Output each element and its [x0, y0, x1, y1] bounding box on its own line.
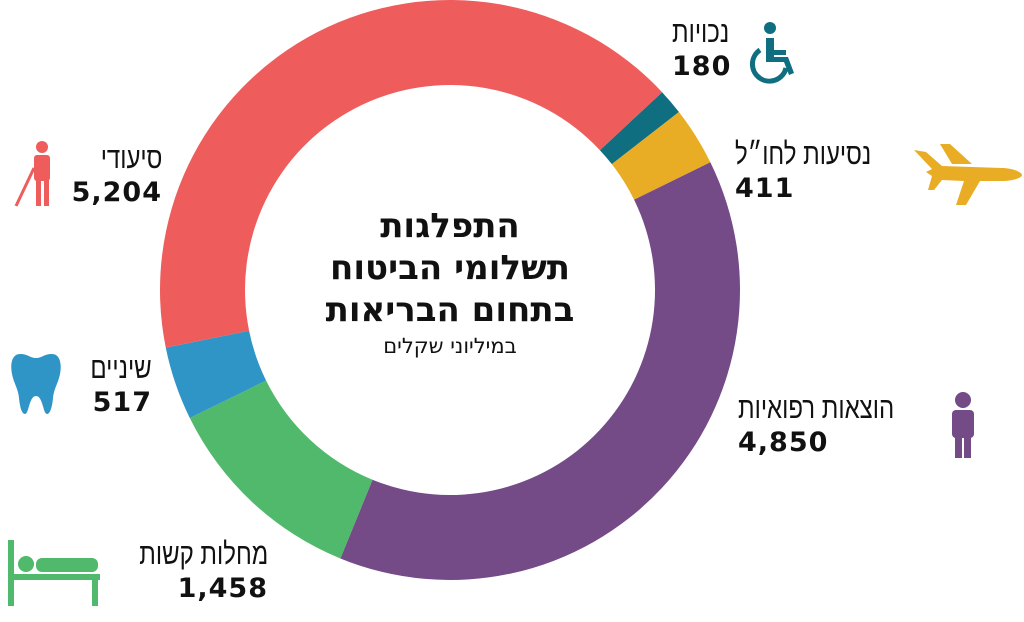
chart-title-line-2: תשלומי הביטוח: [330, 248, 570, 288]
hospital-bed-icon: [8, 540, 100, 606]
airplane-icon: [914, 144, 1022, 205]
donut-slice-1: [611, 111, 711, 200]
slice-label-medical: הוצאות רפואיות 4,850: [738, 392, 933, 460]
doctor-icon: [952, 392, 974, 458]
slice-name: נכויות: [672, 16, 730, 49]
slice-name: סיעודי: [100, 142, 162, 175]
slice-label-severe-illness: מחלות קשות 1,458: [107, 538, 268, 606]
chart-title-line-1: התפלגות: [380, 206, 520, 246]
slice-label-teeth: שיניים 517: [75, 352, 152, 420]
donut-slice-3: [189, 380, 373, 559]
slice-name: הוצאות רפואיות: [738, 392, 895, 425]
slice-name: מחלות קשות: [139, 538, 268, 571]
slice-label-disability: נכויות 180: [672, 16, 744, 84]
slice-value: 4,850: [738, 427, 829, 458]
slice-value: 1,458: [177, 573, 268, 604]
slice-label-nursing: סיעודי 5,204: [72, 142, 162, 210]
slice-value: 411: [735, 173, 795, 204]
slice-name: שיניים: [90, 352, 152, 385]
wheelchair-icon: [749, 22, 794, 84]
chart-title-block: התפלגות תשלומי הביטוח בתחום הבריאות במיל…: [290, 205, 610, 361]
slice-value: 180: [672, 51, 732, 82]
chart-title-line-3: בתחום הבריאות: [325, 290, 575, 330]
elderly-person-icon: [14, 141, 50, 207]
slice-value: 5,204: [71, 177, 162, 208]
donut-slice-4: [165, 330, 267, 419]
donut-slice-0: [599, 92, 679, 165]
slice-label-travel: נסיעות לחו״ל 411: [735, 138, 905, 206]
donut-slice-2: [340, 162, 741, 580]
tooth-icon: [11, 354, 61, 414]
donut-slice-5: [160, 0, 663, 348]
chart-subtitle: במיליוני שקלים: [383, 334, 517, 358]
slice-name: נסיעות לחו״ל: [735, 138, 872, 171]
slice-value: 517: [92, 387, 152, 418]
